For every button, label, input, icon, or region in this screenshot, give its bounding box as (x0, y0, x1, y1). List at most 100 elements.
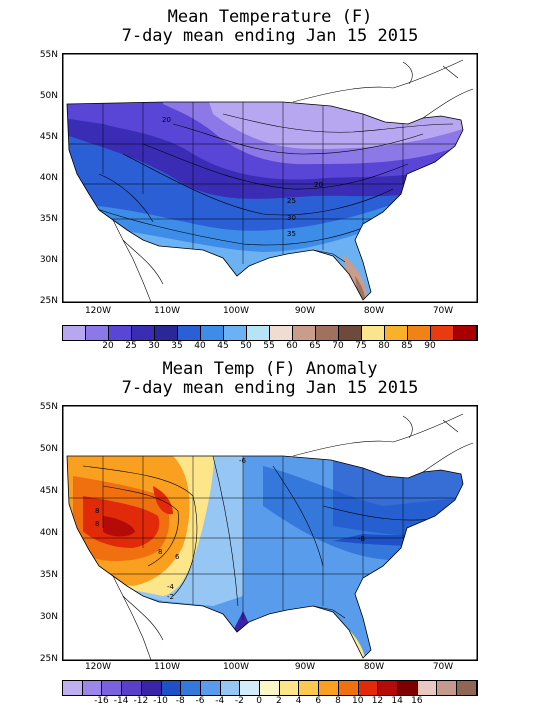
top-lat-label: 35N (39, 214, 58, 224)
bottom-lat-label: 50N (39, 444, 58, 454)
colorbar-tick-label: -14 (113, 696, 129, 706)
colorbar-swatch (362, 326, 385, 340)
top-contour-label: 25 (287, 197, 296, 205)
colorbar-swatch (200, 681, 221, 695)
colorbar-tick-label: 30 (148, 341, 160, 351)
top-contour-label: 35 (287, 230, 296, 238)
bottom-contour-label: 8 (158, 548, 163, 556)
bottom-anomaly-map: 8 8 8 6 -4 -6 -8 -2 (62, 405, 478, 661)
colorbar-swatch (161, 681, 182, 695)
colorbar-swatch (220, 681, 241, 695)
top-map-subtitle: 7-day mean ending Jan 15 2015 (121, 26, 419, 46)
colorbar-swatch (279, 681, 300, 695)
colorbar-tick-label: -4 (215, 696, 225, 706)
colorbar-swatch (339, 326, 362, 340)
top-lat-label: 45N (39, 132, 58, 142)
colorbar-swatch (63, 326, 86, 340)
top-lat-label: 30N (39, 255, 58, 265)
colorbar-swatch (122, 681, 142, 695)
colorbar-swatch (319, 681, 339, 695)
colorbar-tick-label: 10 (351, 696, 364, 706)
colorbar-tick-label: 80 (378, 341, 390, 351)
colorbar-tick-label: -12 (133, 696, 149, 706)
top-lon-label: 70W (432, 306, 454, 316)
colorbar-swatch (247, 326, 270, 340)
colorbar-swatch (454, 326, 477, 340)
bottom-lon-label: 120W (84, 662, 112, 672)
colorbar-tick-label: 55 (263, 341, 275, 351)
bottom-lat-label: 45N (39, 486, 58, 496)
bottom-contour-label: 8 (95, 520, 100, 528)
bottom-lat-label: 30N (39, 612, 58, 622)
bottom-lon-label: 80W (363, 662, 385, 672)
top-map-title: Mean Temperature (F) (167, 7, 373, 27)
colorbar-swatch (102, 681, 123, 695)
colorbar-tick-label: 60 (286, 341, 298, 351)
bottom-lat-label: 35N (39, 570, 58, 580)
bottom-lat-label: 25N (39, 654, 58, 664)
colorbar-swatch (178, 326, 201, 340)
top-lon-label: 120W (84, 306, 112, 316)
colorbar-swatch (397, 681, 418, 695)
bottom-state-borders (67, 456, 463, 620)
bottom-contour-label: 6 (175, 553, 180, 561)
top-contour-label: 30 (287, 214, 296, 222)
colorbar-swatch (457, 681, 477, 695)
bottom-map-subtitle: 7-day mean ending Jan 15 2015 (121, 378, 419, 398)
colorbar-tick-label: 65 (309, 341, 321, 351)
top-coastlines (112, 59, 474, 302)
colorbar-swatch (82, 681, 103, 695)
colorbar-swatch (109, 326, 132, 340)
colorbar-swatch (408, 326, 431, 340)
colorbar-swatch (293, 326, 316, 340)
colorbar-tick-label: -2 (234, 696, 244, 706)
bottom-lat-label: 40N (39, 528, 58, 538)
colorbar-swatch (270, 326, 293, 340)
colorbar-swatch (155, 326, 178, 340)
colorbar-tick-label: 2 (275, 696, 282, 706)
colorbar-swatch (181, 681, 201, 695)
colorbar-tick-label: 4 (295, 696, 302, 706)
colorbar-tick-label: 45 (217, 341, 229, 351)
top-contour-label: 20 (162, 116, 171, 124)
colorbar-swatch (201, 326, 224, 340)
bottom-contour-label: -4 (167, 583, 174, 591)
colorbar-swatch (224, 326, 247, 340)
colorbar-tick-label: 40 (194, 341, 206, 351)
colorbar-tick-label: 90 (424, 341, 436, 351)
bottom-lon-label: 100W (222, 662, 250, 672)
colorbar-swatch (385, 326, 408, 340)
colorbar-tick-label: 12 (371, 696, 384, 706)
colorbar-swatch (132, 326, 155, 340)
colorbar-tick-label: 0 (256, 696, 262, 706)
top-lat-label: 25N (39, 296, 58, 306)
colorbar-swatch (240, 681, 261, 695)
colorbar-swatch (358, 681, 379, 695)
bottom-contour-label: -8 (358, 535, 365, 543)
top-lon-label: 100W (222, 306, 250, 316)
colorbar-tick-label: 14 (391, 696, 403, 706)
bottom-colorbar (62, 680, 478, 696)
top-contour-label: 20 (314, 181, 323, 189)
top-lat-label: 40N (39, 173, 58, 183)
colorbar-tick-label: 85 (401, 341, 413, 351)
colorbar-swatch (260, 681, 280, 695)
top-lat-label: 55N (39, 50, 58, 60)
colorbar-swatch (417, 681, 438, 695)
top-lat-label: 50N (39, 91, 58, 101)
colorbar-tick-label: 8 (335, 696, 341, 706)
bottom-lat-label: 55N (39, 402, 58, 412)
colorbar-swatch (86, 326, 109, 340)
colorbar-tick-label: -10 (153, 696, 168, 706)
colorbar-tick-label: -6 (195, 696, 205, 706)
bottom-lon-label: 90W (294, 662, 316, 672)
colorbar-swatch (338, 681, 359, 695)
bottom-contour-label: -6 (239, 457, 246, 465)
colorbar-tick-label: 6 (315, 696, 322, 706)
colorbar-tick-label: 75 (355, 341, 367, 351)
colorbar-swatch (316, 326, 339, 340)
colorbar-tick-label: 50 (240, 341, 252, 351)
colorbar-swatch (437, 681, 458, 695)
colorbar-swatch (299, 681, 320, 695)
colorbar-tick-label: 20 (102, 341, 114, 351)
